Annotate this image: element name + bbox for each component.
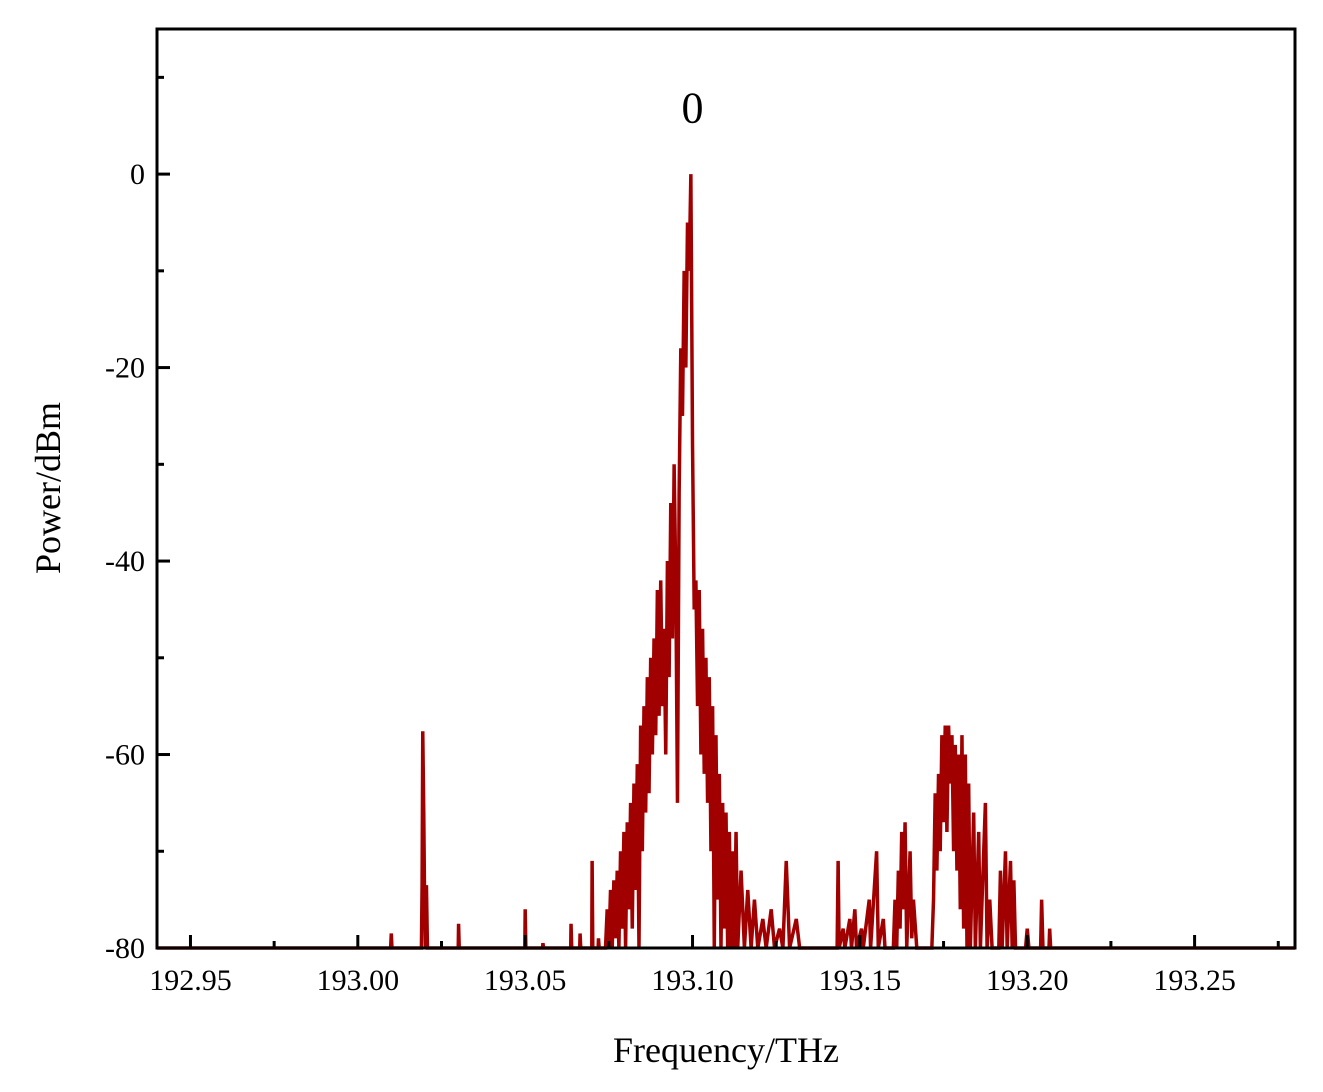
x-tick-label: 193.10 (651, 964, 734, 997)
plot-frame (155, 27, 1297, 950)
x-tick-label: 193.00 (317, 964, 400, 997)
y-tick-label: -60 (105, 739, 145, 772)
x-tick-label: 193.25 (1153, 964, 1236, 997)
y-tick-label: -80 (105, 932, 145, 965)
x-tick-label: 193.15 (819, 964, 902, 997)
x-tick-label: 193.20 (986, 964, 1069, 997)
x-tick-label: 193.05 (484, 964, 567, 997)
y-axis-label: Power/dBm (28, 402, 68, 574)
y-tick-label: 0 (130, 158, 145, 191)
x-axis-label: Frequency/THz (613, 1030, 839, 1070)
x-tick-label: 192.95 (149, 964, 232, 997)
y-tick-label: -40 (105, 545, 145, 578)
y-tick-label: -20 (105, 352, 145, 385)
spectrum-line (157, 174, 1295, 950)
annotation: 0 (682, 83, 704, 132)
